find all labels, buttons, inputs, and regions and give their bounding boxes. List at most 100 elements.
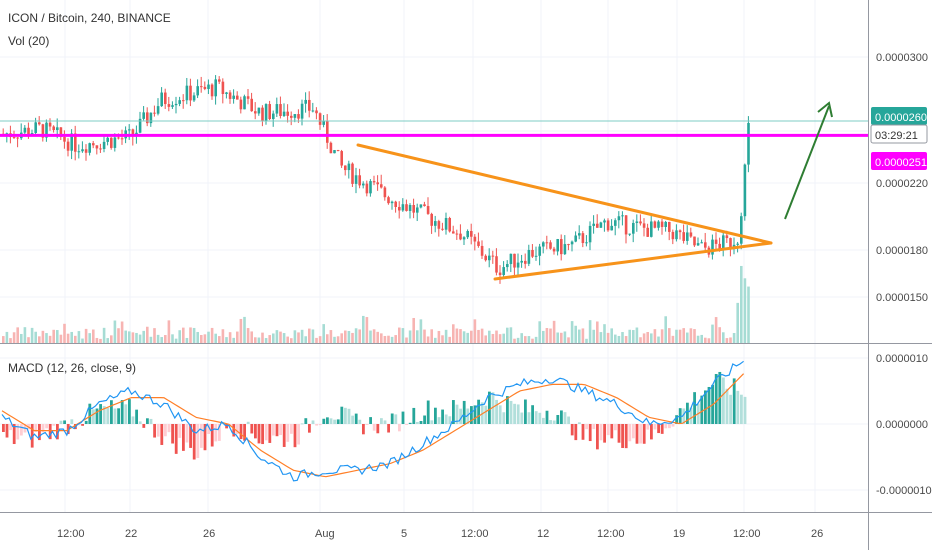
volume-bar: [686, 332, 689, 343]
candle-body: [423, 204, 426, 207]
candle-body: [66, 141, 70, 151]
volume-bar: [596, 321, 599, 343]
candle-body: [196, 86, 199, 96]
macd-histogram-bar: [110, 400, 113, 424]
macd-histogram-bar: [563, 412, 567, 424]
macd-histogram-bar: [639, 424, 642, 444]
macd-histogram-bar: [664, 424, 668, 429]
volume-bar: [5, 331, 9, 343]
time-axis-tick: 26: [203, 528, 215, 540]
volume-bar: [200, 334, 203, 343]
volume-bar: [477, 329, 480, 343]
time-axis-tick: 12:00: [57, 528, 85, 540]
candle-body: [722, 235, 725, 250]
candle-body: [610, 225, 613, 231]
volume-bar: [725, 338, 729, 343]
candle-body: [621, 215, 624, 217]
triangle-upper-line[interactable]: [356, 143, 773, 245]
candle-body: [639, 221, 642, 224]
triangle-drawing[interactable]: [356, 143, 773, 281]
macd-histogram-bar: [99, 404, 102, 424]
candle-body: [225, 92, 228, 95]
macd-axis-tick: 0.0000010: [876, 353, 928, 365]
macd-histogram-bar: [743, 396, 747, 424]
volume-bar: [354, 328, 358, 343]
macd-histogram-bar: [419, 420, 423, 424]
macd-histogram-bar: [635, 424, 639, 444]
macd-histogram-bar: [189, 424, 192, 448]
volume-bar: [668, 328, 671, 343]
macd-histogram-bar: [297, 424, 300, 445]
macd-histogram-bar: [304, 418, 308, 424]
volume-bar: [84, 328, 88, 343]
volume-bar: [675, 329, 678, 343]
volume-bar: [542, 330, 545, 343]
macd-histogram-bar: [48, 424, 52, 440]
candle-body: [509, 253, 513, 265]
macd-histogram-bar: [340, 406, 344, 424]
candle-body: [592, 223, 595, 226]
macd-histogram-bar: [682, 408, 686, 424]
candle-body: [23, 127, 27, 133]
arrow-line[interactable]: [784, 105, 830, 220]
candles: [2, 75, 750, 284]
macd-histogram: [2, 371, 747, 460]
macd-histogram-bar: [704, 390, 707, 424]
candle-body: [70, 133, 73, 151]
price-axis-tick: 0.0000180: [876, 245, 928, 257]
candle-body: [448, 218, 451, 232]
candle-body: [714, 239, 718, 244]
candle-body: [437, 221, 441, 229]
price-axis-tick: 0.0000150: [876, 292, 928, 304]
candle-body: [632, 222, 635, 234]
volume-bar: [66, 333, 70, 343]
volume-bar: [308, 328, 311, 343]
macd-histogram-bar: [275, 424, 279, 437]
arrow-head[interactable]: [817, 101, 833, 118]
volume-bar: [722, 332, 725, 343]
macd-histogram-bar: [477, 399, 480, 424]
candle-body: [264, 104, 268, 122]
candle-body: [455, 233, 459, 235]
volume-bar: [192, 327, 196, 343]
volume-bar: [527, 336, 531, 343]
triangle-lower-line[interactable]: [493, 241, 773, 281]
macd-histogram-bar: [113, 408, 117, 424]
macd-histogram-bar: [131, 416, 135, 424]
candle-body: [48, 122, 52, 127]
candle-body: [588, 225, 592, 243]
macd-histogram-bar: [383, 420, 387, 424]
macd-histogram-bar: [117, 408, 120, 424]
candle-body: [506, 264, 509, 268]
volume-bar: [376, 331, 379, 343]
candle-body: [729, 238, 732, 248]
candle-body: [5, 133, 9, 135]
volume-bar: [498, 334, 502, 343]
macd-histogram-bar: [286, 424, 290, 442]
volume-bar: [678, 329, 682, 343]
macd-histogram-bar: [714, 373, 718, 424]
macd-histogram-bar: [207, 424, 210, 435]
volume-bar: [372, 329, 376, 343]
macd-histogram-bar: [509, 400, 513, 424]
volume-bar: [416, 330, 419, 343]
macd-histogram-bar: [401, 411, 405, 424]
volume-bar: [178, 330, 181, 343]
volume-bar: [455, 328, 459, 343]
candle-body: [596, 223, 599, 228]
candle-body: [239, 99, 243, 110]
macd-histogram-bar: [124, 404, 128, 424]
candle-body: [444, 218, 448, 230]
macd-histogram-bar: [596, 424, 599, 450]
candle-body: [416, 207, 419, 213]
candle-body: [718, 243, 721, 250]
volume-bar: [329, 330, 333, 343]
macd-histogram-bar: [192, 424, 196, 460]
volume-bar: [286, 336, 289, 343]
candle-body: [430, 213, 433, 226]
candle-body: [682, 232, 685, 241]
candle-body: [488, 255, 491, 261]
candle-body: [74, 133, 77, 152]
macd-histogram-bar: [599, 424, 603, 441]
